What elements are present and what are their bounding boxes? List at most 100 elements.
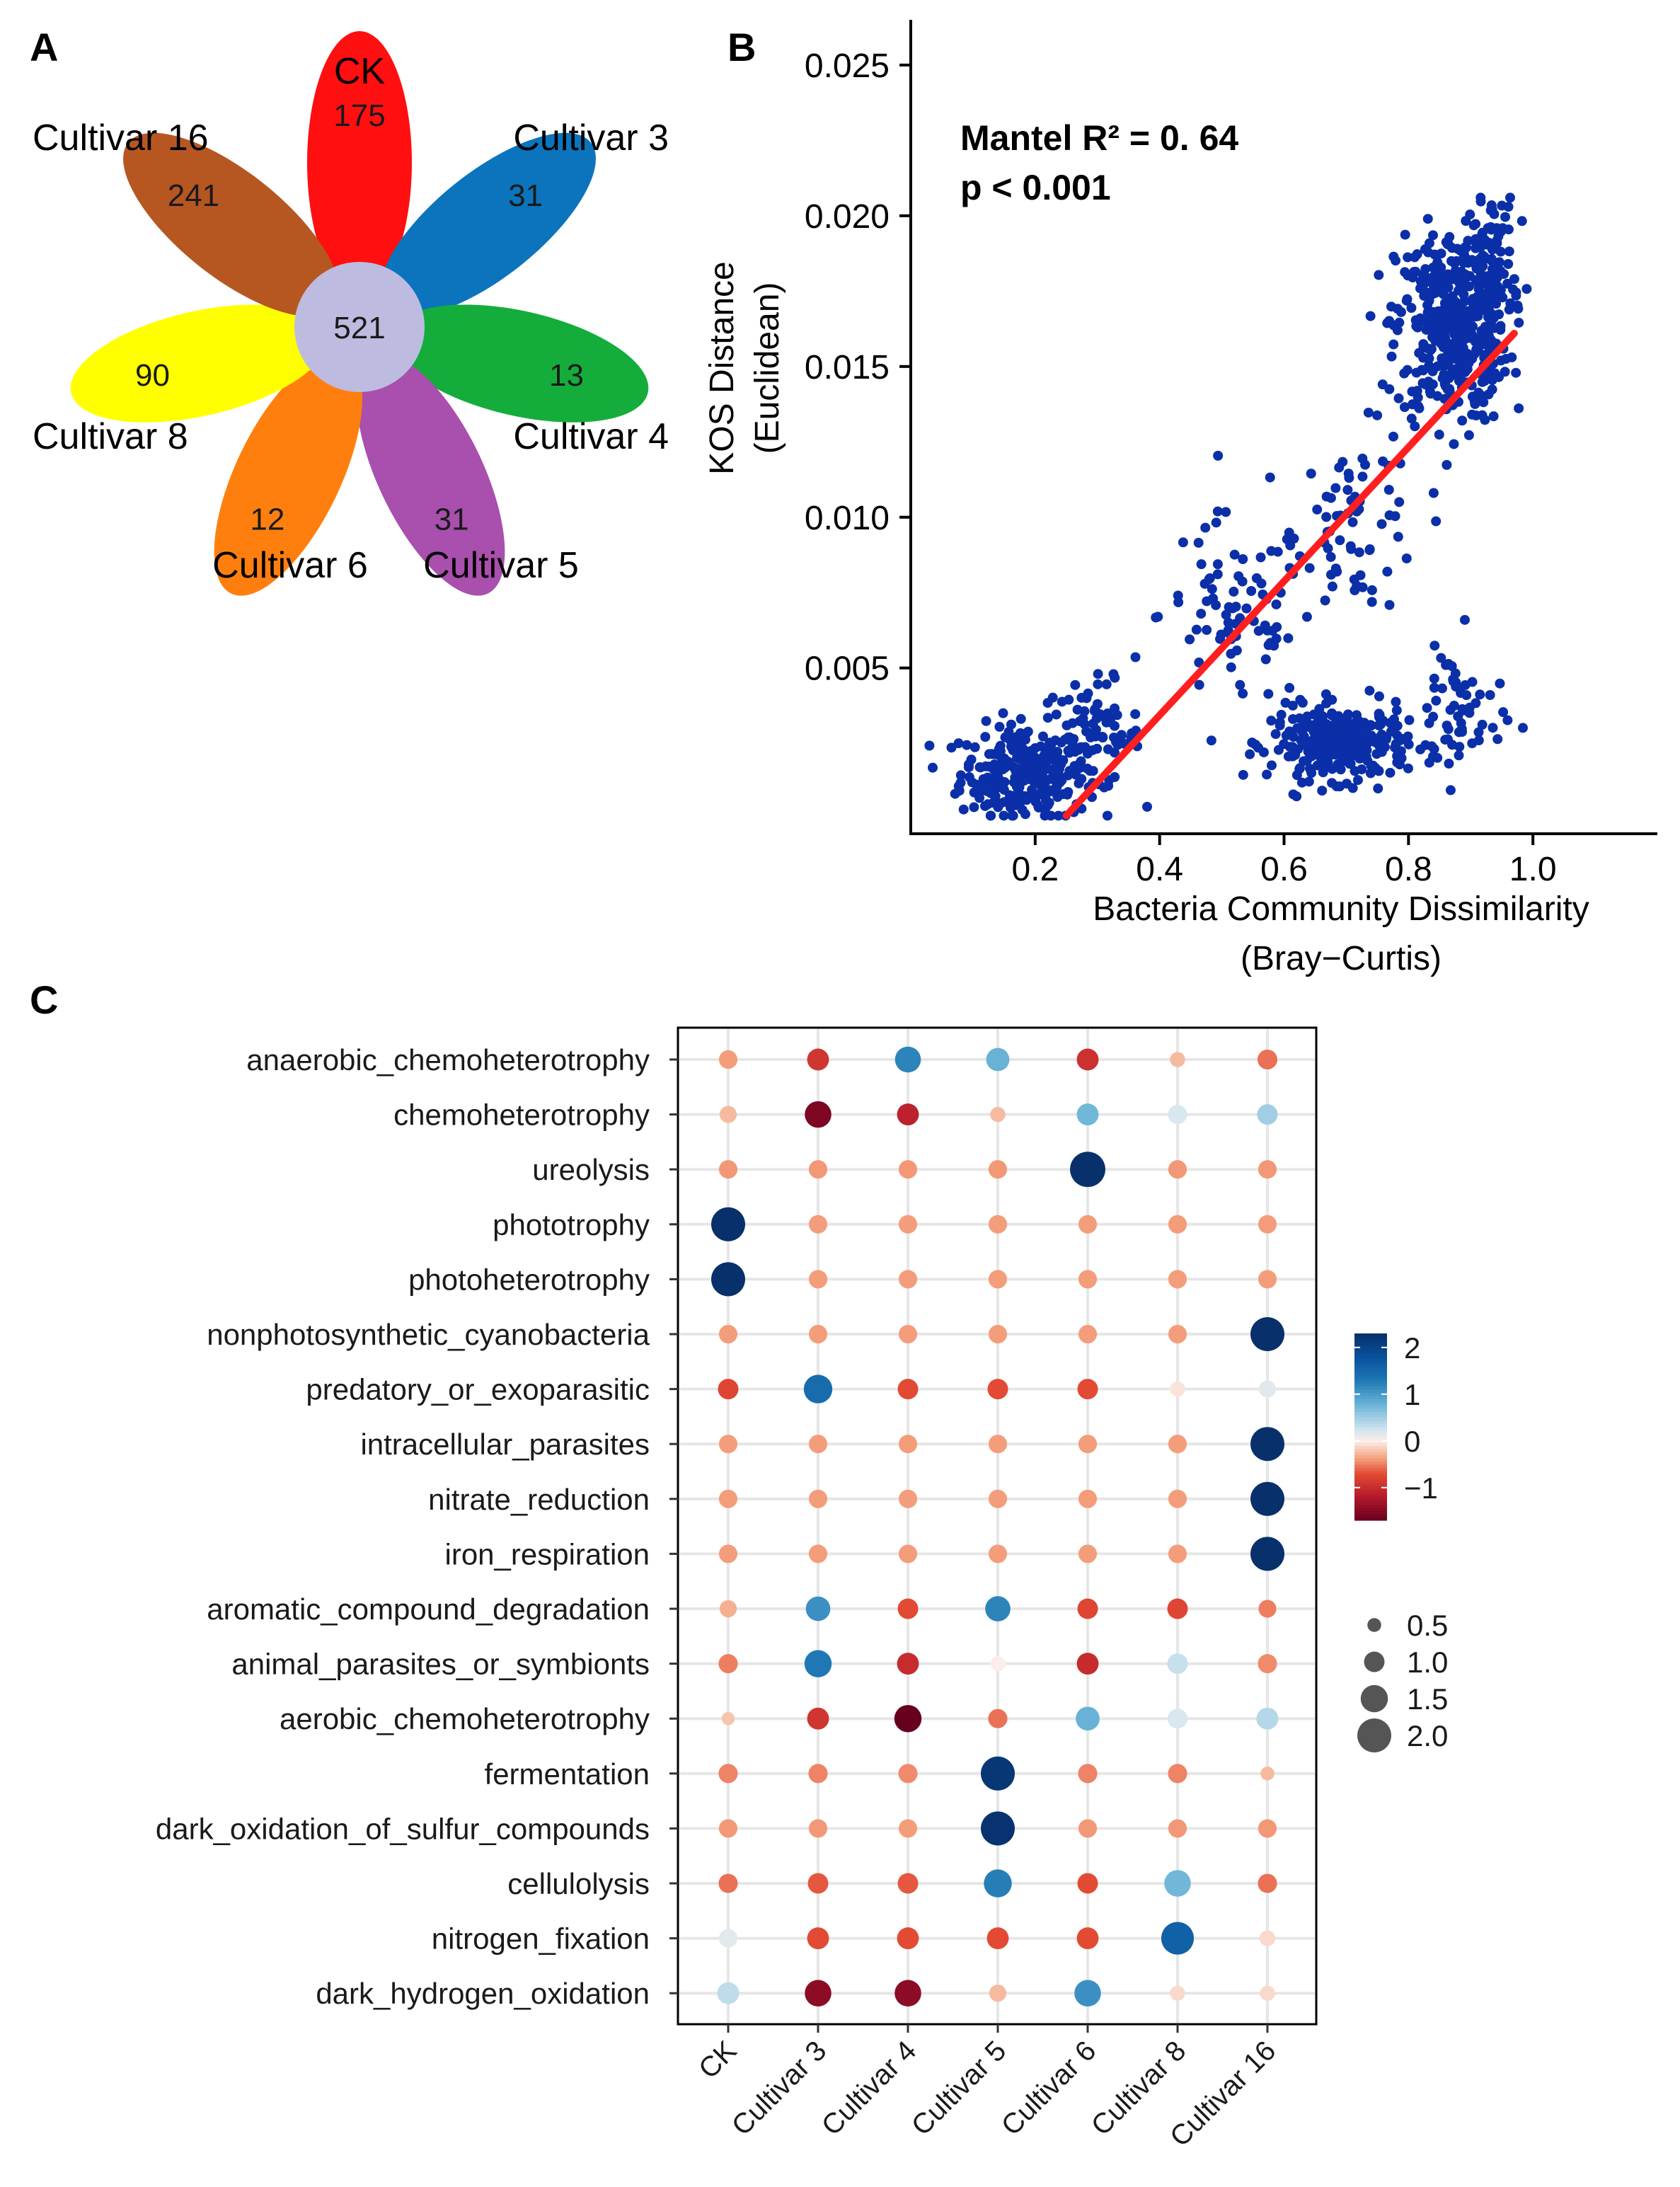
scatter-point [959, 805, 969, 815]
scatter-point [1511, 368, 1521, 378]
size-legend: 0.51.01.52.0 [1357, 1609, 1448, 1752]
scatter-point [1484, 389, 1494, 399]
scatter-point [1347, 517, 1357, 527]
bubble-point [1250, 1537, 1284, 1571]
bubble-point [719, 1544, 737, 1563]
x-axis-title: Bacteria Community Dissimilarity [1093, 890, 1589, 928]
scatter-point [1490, 259, 1500, 269]
p-value-annotation: p < 0.001 [960, 168, 1111, 207]
scatter-point [1265, 473, 1275, 483]
scatter-point [1020, 809, 1030, 819]
bubble-point [989, 1490, 1007, 1508]
bubble-point [1070, 1152, 1105, 1187]
color-bar-strip [1354, 1496, 1387, 1499]
scatter-point [1178, 537, 1188, 547]
scatter-point [1197, 559, 1207, 569]
color-bar-strip [1354, 1492, 1387, 1496]
scatter-point [1434, 430, 1444, 440]
bubble-point [807, 1049, 829, 1071]
color-bar-strip [1354, 1467, 1387, 1471]
bubble-point [805, 1101, 832, 1128]
scatter-point [1330, 483, 1340, 493]
scatter-point [969, 802, 979, 812]
color-bar-strip [1354, 1333, 1387, 1337]
scatter-point [1312, 748, 1322, 758]
scatter-point [1305, 563, 1315, 573]
scatter-point [1500, 212, 1510, 222]
y-tick-label: 0.005 [805, 650, 890, 688]
bubble-point [1168, 1653, 1188, 1674]
size-legend-dot [1364, 1652, 1385, 1672]
scatter-point [1377, 519, 1387, 529]
scatter-point [1346, 541, 1356, 551]
scatter-point [1374, 708, 1384, 718]
size-legend-label: 1.5 [1407, 1682, 1448, 1716]
scatter-point [1423, 214, 1433, 224]
scatter-point [1272, 622, 1282, 632]
y-tick-label: 0.010 [805, 500, 890, 537]
scatter-point [1045, 798, 1054, 808]
scatter-point [1374, 691, 1384, 701]
scatter-point [1012, 732, 1022, 742]
scatter-point [1385, 768, 1395, 778]
bubble-point [989, 1325, 1007, 1343]
scatter-point [1314, 704, 1324, 714]
scatter-point [1232, 645, 1242, 655]
scatter-point [1444, 724, 1454, 734]
scatter-point [1099, 783, 1109, 793]
flower-diagram: 175CK31Cultivar 313Cultivar 431Cultivar … [33, 31, 669, 616]
bubble-point [1161, 1922, 1194, 1955]
scatter-point [988, 779, 998, 788]
scatter-point [1011, 747, 1021, 757]
scatter-point [1492, 734, 1502, 744]
scatter-point [1480, 235, 1490, 245]
bubble-point [1258, 1270, 1277, 1288]
scatter-point [1391, 697, 1400, 707]
scatter-point [1378, 457, 1388, 466]
scatter-point [1238, 770, 1248, 780]
row-label: aerobic_chemoheterotrophy [280, 1702, 650, 1735]
color-bar-strip [1354, 1461, 1387, 1464]
scatter-point [1486, 335, 1496, 345]
color-bar-strip [1354, 1418, 1387, 1421]
petal-label: CK [334, 51, 386, 92]
scatter-point [1500, 367, 1510, 377]
bubble-point [809, 1160, 827, 1178]
scatter-point [1429, 674, 1439, 684]
bubble-point [1078, 1819, 1097, 1837]
petal-label: Cultivar 3 [513, 117, 669, 159]
size-legend-dot [1357, 1718, 1391, 1752]
scatter-point [1226, 662, 1236, 672]
scatter-point [1105, 717, 1115, 727]
color-bar-strip [1354, 1476, 1387, 1480]
scatter-point [1196, 609, 1206, 619]
scatter-point [1414, 348, 1424, 358]
scatter-point [1344, 473, 1354, 483]
scatter-point [1332, 567, 1342, 577]
bubble-point [722, 1712, 735, 1726]
size-legend-dot [1361, 1685, 1388, 1713]
bubble-point [1077, 1653, 1099, 1675]
bubble-point [1260, 1986, 1275, 2001]
scatter-point [1357, 471, 1367, 481]
bubble-point [899, 1215, 917, 1234]
scatter-point [1202, 596, 1212, 606]
scatter-point [1043, 713, 1053, 723]
bubble-point [1168, 1325, 1187, 1343]
bubble-point [718, 1764, 737, 1783]
scatter-point [1429, 488, 1439, 498]
scatter-point [1173, 590, 1183, 600]
scatter-point [1403, 365, 1413, 375]
scatter-point [1387, 352, 1397, 362]
scatter-point [1275, 718, 1285, 728]
scatter-point [1131, 652, 1141, 662]
scatter-point [1047, 749, 1057, 759]
column-label: Cultivar 5 [906, 2035, 1013, 2142]
petal-count: 90 [135, 358, 170, 393]
scatter-point [1504, 202, 1514, 212]
scatter-point [1229, 587, 1238, 597]
bubble-point [981, 1757, 1015, 1791]
x-tick-label: 0.2 [1011, 851, 1059, 888]
scatter-point [1247, 737, 1257, 747]
scatter-point [1465, 703, 1475, 713]
